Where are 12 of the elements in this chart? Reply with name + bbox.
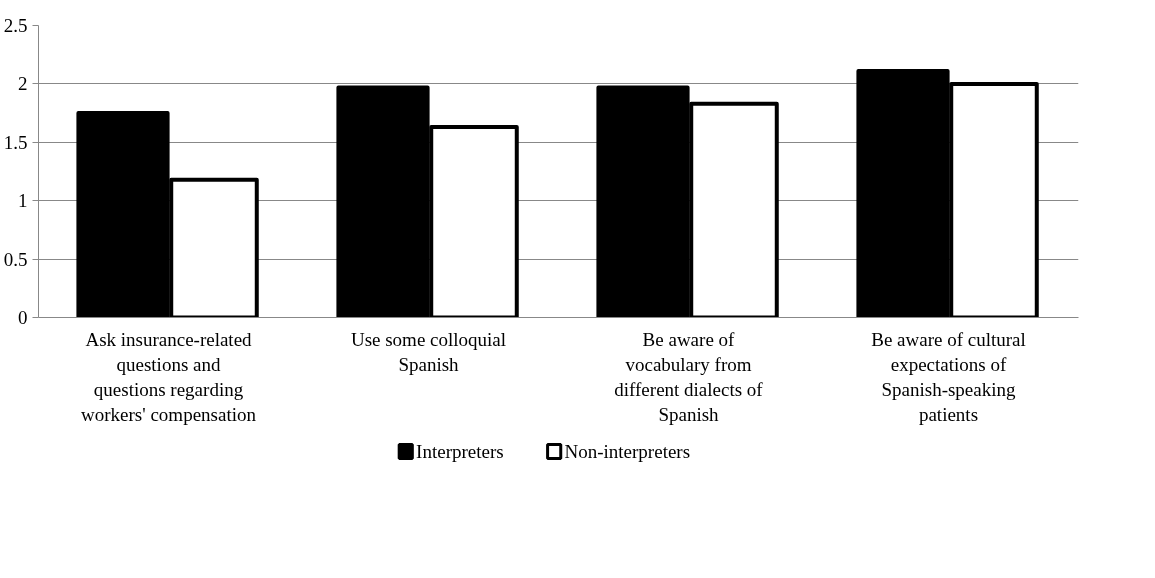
y-tick-label: 0	[18, 307, 28, 328]
y-tick-label: 0.5	[3, 248, 28, 270]
y-tick-label: 2	[18, 73, 28, 95]
y-tick-label: 1	[18, 190, 28, 212]
x-tick-label: Ask insurance-related questions and questions regarding workers' compensation	[81, 328, 257, 426]
y-tick-label: 2.5	[3, 15, 28, 36]
legend-label: Interpreters	[416, 441, 504, 462]
x-tick-label: Be aware of cultural expectations of Spanish-speaking patients	[871, 328, 1026, 426]
y-tick-label: 1.5	[3, 131, 28, 153]
x-tick-label: Use some colloquial Spanish	[350, 328, 507, 375]
legend-label: Non-interpreters	[564, 441, 691, 462]
x-tick-label: Be aware of vocabulary from different dialects of Spanish	[614, 328, 764, 426]
